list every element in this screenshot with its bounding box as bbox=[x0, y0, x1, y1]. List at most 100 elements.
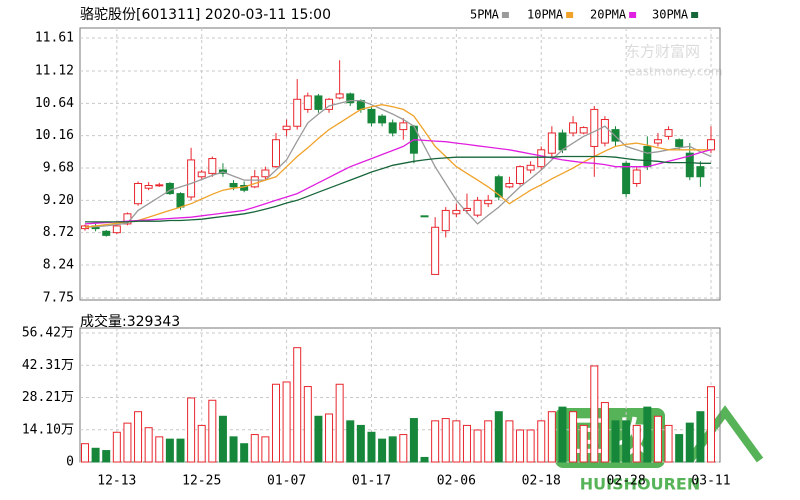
x-tick-label: 02-06 bbox=[437, 474, 476, 489]
candle-body bbox=[526, 164, 535, 171]
candle-body bbox=[707, 139, 715, 151]
x-tick-label: 02-28 bbox=[607, 474, 646, 489]
volume-bar bbox=[675, 434, 684, 463]
legend-marker bbox=[691, 12, 699, 18]
volume-bar bbox=[441, 418, 450, 463]
watermark-brand: 东方财富网 bbox=[625, 43, 700, 61]
volume-bar bbox=[293, 347, 302, 463]
volume-bar bbox=[218, 415, 227, 463]
chart-title: 骆驼股份[601311] 2020-03-11 15:00 bbox=[80, 6, 331, 23]
volume-bar bbox=[399, 434, 408, 463]
price-frame bbox=[79, 27, 721, 301]
volume-bar bbox=[112, 431, 121, 463]
candle-body bbox=[632, 169, 641, 184]
candle-body bbox=[325, 98, 334, 110]
candle-body bbox=[664, 129, 673, 137]
volume-bar bbox=[134, 411, 143, 463]
candle-body bbox=[197, 171, 206, 178]
volume-bar bbox=[123, 422, 132, 463]
candle-body bbox=[537, 149, 546, 168]
candle-body bbox=[696, 166, 705, 178]
volume-bar bbox=[187, 397, 196, 463]
volume-bar bbox=[632, 424, 641, 463]
volume-bar bbox=[271, 383, 280, 463]
y-tick-label: 8.24 bbox=[43, 257, 74, 272]
candle-body bbox=[441, 209, 450, 232]
candle-body bbox=[516, 166, 525, 184]
y-tick-label: 9.20 bbox=[43, 193, 74, 208]
x-tick-label: 02-18 bbox=[522, 474, 561, 489]
candle-body bbox=[675, 139, 684, 147]
candle-body bbox=[155, 184, 164, 187]
candle-body bbox=[558, 132, 567, 151]
volume-tick-label: 42.31万 bbox=[22, 358, 74, 373]
candle-body bbox=[293, 98, 302, 127]
volume-bar bbox=[176, 438, 185, 463]
legend-label: 10PMA bbox=[527, 8, 564, 22]
volume-bar bbox=[91, 447, 100, 463]
volume-bar bbox=[664, 424, 673, 463]
volume-bar bbox=[537, 420, 546, 463]
volume-bar bbox=[653, 415, 662, 463]
legend-marker bbox=[501, 12, 509, 18]
candle-body bbox=[473, 199, 482, 216]
volume-bar bbox=[303, 386, 312, 463]
ma-line bbox=[84, 139, 712, 225]
volume-bar bbox=[420, 456, 429, 463]
legend-marker bbox=[566, 12, 574, 18]
volume-tick-label: 56.42万 bbox=[22, 326, 74, 341]
candle-body bbox=[452, 209, 461, 215]
y-tick-label: 9.68 bbox=[43, 161, 74, 176]
volume-label: 成交量:329343 bbox=[80, 313, 180, 330]
x-tick-label: 12-13 bbox=[97, 474, 136, 489]
volume-bar bbox=[579, 424, 588, 463]
candle-body bbox=[622, 162, 631, 195]
legend-label: 20PMA bbox=[590, 8, 627, 22]
volume-bar bbox=[165, 438, 174, 463]
volume-tick-label: 28.21万 bbox=[22, 390, 74, 405]
volume-bar bbox=[409, 418, 418, 463]
ma-line bbox=[84, 99, 712, 228]
volume-bar bbox=[325, 413, 334, 463]
candle-body bbox=[547, 132, 556, 154]
volume-bar bbox=[208, 399, 217, 463]
volume-bar bbox=[547, 411, 556, 463]
x-tick-label: 12-25 bbox=[182, 474, 221, 489]
ma-line bbox=[84, 104, 711, 228]
y-tick-label: 10.16 bbox=[35, 128, 74, 143]
candle-body bbox=[378, 115, 387, 124]
volume-bar bbox=[367, 431, 376, 463]
volume-bar bbox=[388, 436, 397, 463]
candle-body bbox=[346, 93, 355, 104]
candle-body bbox=[462, 207, 471, 211]
logo-sub: HUISHOUREN bbox=[580, 475, 700, 494]
volume-bar bbox=[473, 429, 482, 463]
ma-line bbox=[85, 155, 711, 223]
candle-body bbox=[611, 129, 620, 142]
candle-body bbox=[579, 127, 588, 134]
candle-body bbox=[420, 215, 429, 218]
volume-bar bbox=[622, 420, 631, 463]
volume-bar bbox=[81, 443, 89, 463]
candle-body bbox=[102, 230, 111, 236]
candle-body bbox=[505, 182, 514, 188]
volume-bar bbox=[335, 383, 344, 463]
volume-bar bbox=[314, 415, 323, 463]
volume-bar bbox=[484, 420, 493, 463]
candle-body bbox=[569, 122, 578, 134]
volume-bar bbox=[197, 424, 206, 463]
candle-body bbox=[367, 108, 376, 124]
volume-bar bbox=[261, 436, 270, 463]
volume-bar bbox=[378, 438, 387, 463]
watermark: 东方财富网 eastmoney.com bbox=[625, 43, 723, 79]
volume-bar bbox=[696, 411, 705, 463]
candle-body bbox=[144, 185, 153, 189]
volume-bar bbox=[282, 381, 291, 463]
candle-body bbox=[653, 139, 662, 144]
volume-bar bbox=[590, 365, 599, 463]
volume-bar bbox=[155, 436, 164, 463]
x-tick-label: 03-11 bbox=[691, 474, 730, 489]
candle-body bbox=[590, 108, 599, 147]
